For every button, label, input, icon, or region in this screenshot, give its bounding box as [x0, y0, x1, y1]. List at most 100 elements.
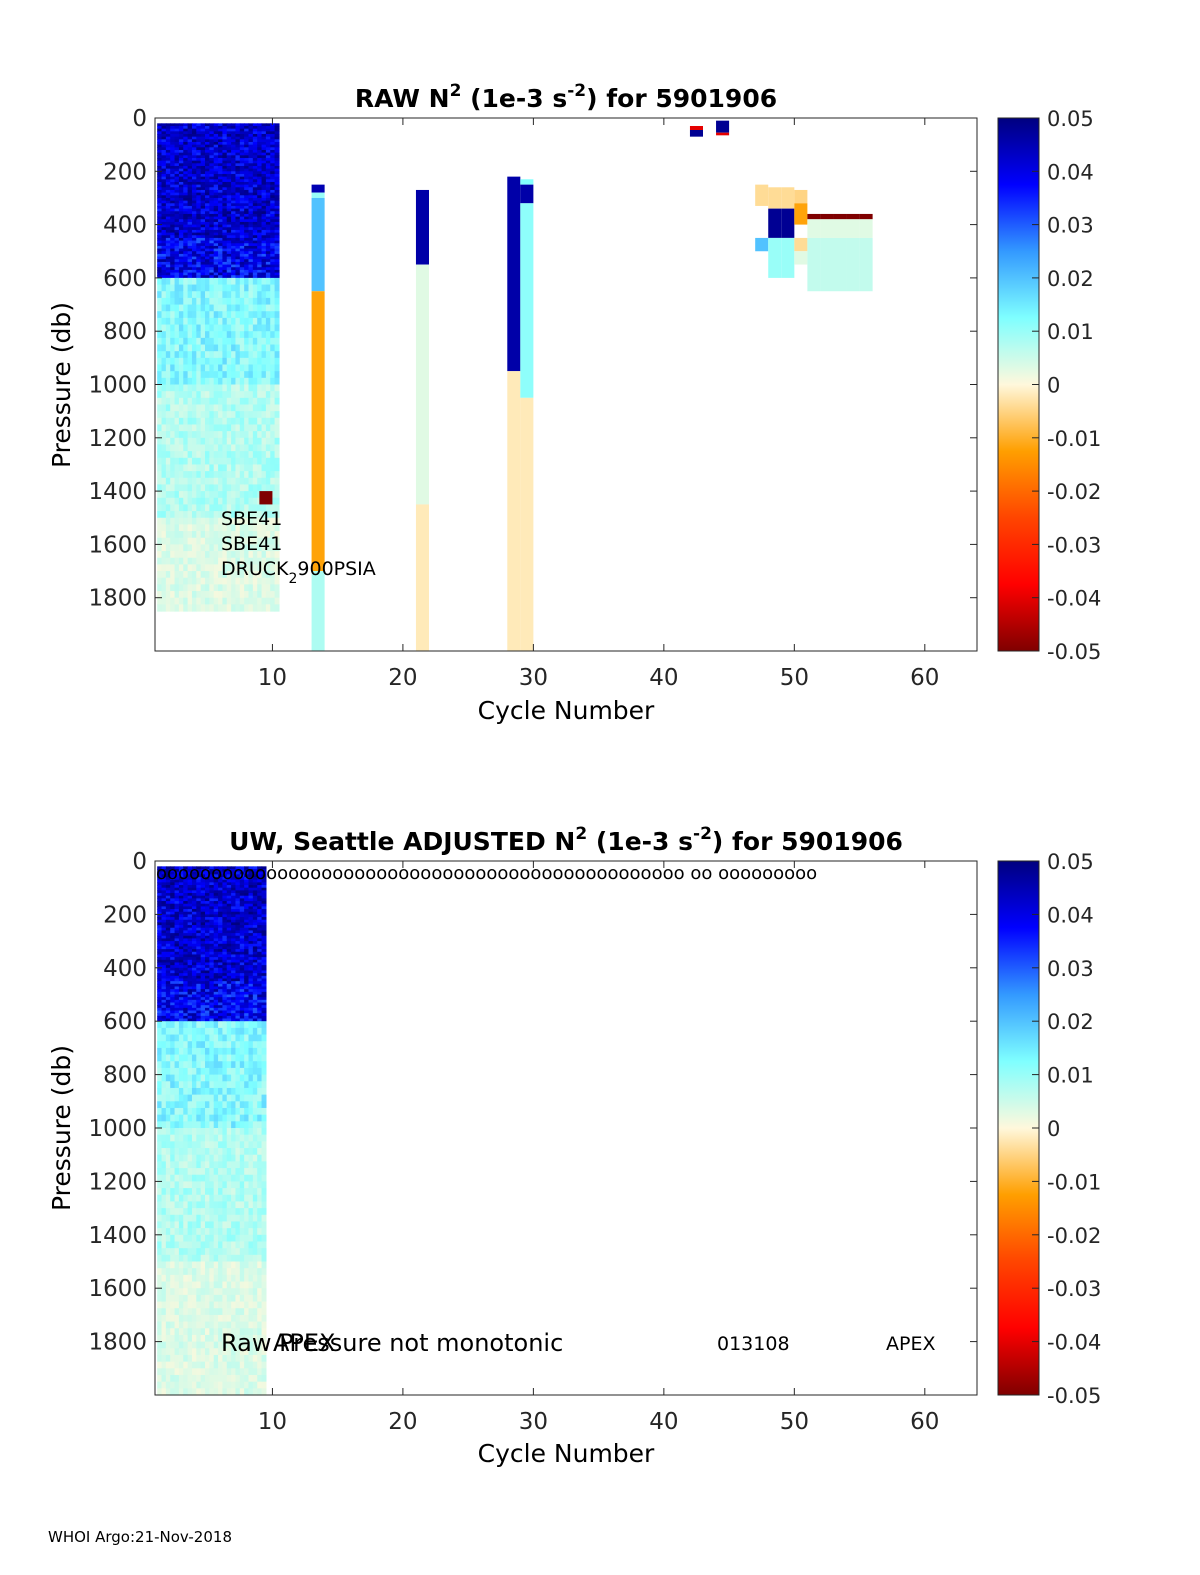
heatmap-cell	[213, 219, 219, 223]
heatmap-cell	[265, 417, 271, 426]
heatmap-cell	[274, 397, 280, 406]
heatmap-cell	[209, 1074, 215, 1082]
heatmap-cell	[257, 205, 263, 210]
heatmap-cell	[213, 1074, 219, 1082]
heatmap-cell	[200, 978, 206, 982]
heatmap-cell	[209, 267, 215, 271]
heatmap-cell	[196, 1181, 202, 1189]
heatmap-cell	[178, 1381, 184, 1389]
heatmap-cell	[205, 1354, 210, 1363]
heatmap-cell	[165, 1061, 171, 1069]
heatmap-cell	[170, 311, 176, 319]
heatmap-cell	[170, 205, 176, 210]
heatmap-cell	[209, 1081, 215, 1089]
heatmap-cell	[191, 1214, 197, 1223]
heatmap-cell	[231, 229, 237, 234]
heatmap-cell	[170, 941, 176, 945]
heatmap-cell	[191, 885, 197, 889]
heatmap-cell	[183, 1067, 189, 1076]
heatmap-cell	[183, 531, 189, 539]
heatmap-cell	[174, 935, 180, 940]
heatmap-cell	[161, 256, 167, 260]
heatmap-cell	[209, 404, 215, 412]
heatmap-cell	[191, 179, 197, 183]
heatmap-cell	[222, 256, 228, 260]
heatmap-cell	[161, 351, 167, 359]
heatmap-cell	[209, 544, 215, 552]
heatmap-cell	[248, 384, 254, 392]
heatmap-cell	[226, 149, 232, 154]
heatmap-cell	[265, 176, 271, 180]
heatmap-cell	[165, 577, 171, 585]
heatmap-cell	[196, 1254, 202, 1263]
heatmap-cell	[218, 997, 224, 1001]
heatmap-cell	[265, 144, 271, 148]
heatmap-cell	[187, 1248, 193, 1256]
heatmap-cell	[200, 1381, 206, 1389]
heatmap-cell	[170, 351, 176, 359]
heatmap-cell	[248, 551, 254, 559]
heatmap-cell	[213, 946, 219, 950]
heatmap-cell	[187, 297, 193, 306]
heatmap-cell	[196, 484, 202, 492]
heatmap-cell	[265, 544, 271, 552]
heatmap-cell	[274, 564, 280, 572]
heatmap-cell	[178, 471, 184, 479]
heatmap-cell	[165, 909, 171, 913]
heatmap-cell	[213, 235, 219, 239]
heatmap-cell	[213, 304, 219, 312]
heatmap-cell	[200, 1201, 206, 1209]
heatmap-cell	[209, 181, 215, 186]
heatmap-cell	[157, 181, 163, 186]
heatmap-cell	[222, 957, 228, 961]
heatmap-cell	[200, 922, 206, 926]
heatmap-cell	[205, 155, 210, 159]
heatmap-cell	[222, 1087, 228, 1096]
heatmap-cell	[218, 973, 224, 977]
heatmap-cell	[218, 1368, 224, 1376]
heatmap-cell	[191, 991, 197, 996]
heatmap-cell	[213, 243, 219, 247]
heatmap-cell	[174, 141, 180, 146]
heatmap-cell	[200, 203, 206, 207]
heatmap-cell	[257, 197, 263, 202]
heatmap-cell	[183, 935, 189, 940]
heatmap-cell	[205, 1368, 210, 1376]
heatmap-cell	[252, 259, 258, 263]
heatmap-cell	[261, 284, 267, 292]
heatmap-cell	[161, 1361, 167, 1369]
heatmap-cell	[213, 131, 219, 135]
heatmap-cell	[200, 571, 206, 579]
heatmap-cell	[274, 484, 280, 492]
heatmap-cell	[174, 504, 180, 512]
heatmap-cell	[244, 451, 250, 459]
heatmap-cell	[196, 1214, 202, 1223]
heatmap-cell	[231, 357, 237, 366]
heatmap-cell	[165, 933, 171, 937]
heatmap-cell	[157, 133, 163, 138]
heatmap-cell	[165, 557, 171, 565]
heatmap-cell	[252, 291, 258, 299]
heatmap-cell	[265, 221, 271, 226]
heatmap-cell	[183, 203, 189, 207]
heatmap-cell	[165, 391, 171, 399]
heatmap-cell	[231, 551, 237, 559]
heatmap-cell	[209, 128, 215, 132]
heatmap-cell	[209, 304, 215, 312]
heatmap-cell	[191, 1181, 197, 1189]
heatmap-cell	[222, 1194, 228, 1203]
heatmap-cell	[187, 1354, 193, 1363]
heatmap-cell	[157, 245, 163, 250]
heatmap-cell	[183, 269, 189, 274]
heatmap-cell	[209, 277, 215, 286]
heatmap-cell	[205, 537, 210, 545]
heatmap-cell	[274, 152, 280, 156]
heatmap-cell	[213, 1041, 219, 1049]
heatmap-cell	[274, 577, 280, 585]
heatmap-cell	[213, 879, 219, 883]
heatmap-cell	[252, 235, 258, 239]
heatmap-cell	[157, 168, 163, 172]
heatmap-cell	[261, 397, 267, 406]
heatmap-cell	[213, 1007, 219, 1012]
